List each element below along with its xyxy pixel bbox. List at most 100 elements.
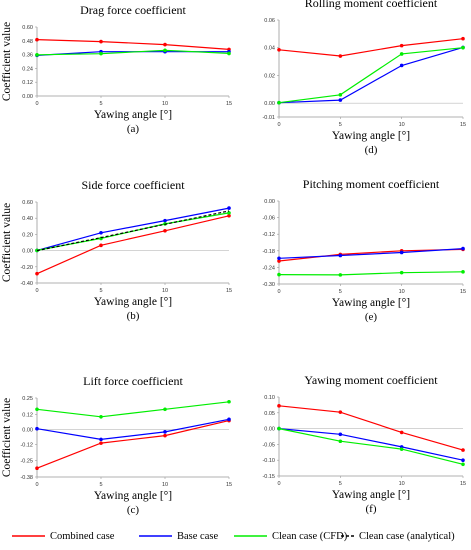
data-point bbox=[163, 218, 167, 223]
legend-label: Clean case (CFD) bbox=[272, 531, 348, 542]
y-tick-label: 0.60 bbox=[22, 200, 33, 206]
data-point bbox=[338, 410, 343, 414]
y-tick-label: -0.24 bbox=[262, 265, 275, 271]
y-tick-label: -0.06 bbox=[262, 216, 275, 222]
x-tick-label: 5 bbox=[99, 482, 102, 488]
data-point bbox=[35, 407, 39, 412]
data-point bbox=[277, 259, 281, 263]
data-point bbox=[461, 462, 465, 467]
data-point bbox=[163, 228, 167, 233]
series-line-combined-case bbox=[36, 39, 230, 50]
x-tick-label: 10 bbox=[399, 289, 405, 295]
y-axis-label: Coefficient value bbox=[1, 398, 13, 477]
y-tick-label: 0.00 bbox=[22, 94, 33, 100]
data-point bbox=[227, 213, 231, 218]
y-tick-label: -0.05 bbox=[262, 442, 275, 448]
data-point bbox=[399, 52, 404, 56]
x-axis-label: Yawing angle [°] bbox=[332, 489, 410, 501]
y-tick-label: -0.18 bbox=[262, 249, 275, 255]
y-tick-label: -0.12 bbox=[20, 442, 33, 448]
y-tick-label: 0.00 bbox=[22, 427, 33, 433]
legend: Combined case Base case Clean case (CFD) Cl… bbox=[12, 531, 455, 542]
data-point bbox=[461, 270, 465, 274]
chart-panel-1: Drag force coefficient 0.00 0.12 0.24 0.36 0.… bbox=[1, 3, 232, 135]
chart-title: Yawing moment coefficient bbox=[304, 373, 438, 387]
y-tick-label: -0.20 bbox=[20, 265, 33, 271]
chart-title: Lift force coefficient bbox=[83, 374, 183, 388]
x-tick-label: 10 bbox=[162, 101, 168, 107]
data-point bbox=[277, 404, 281, 408]
data-point bbox=[461, 36, 465, 41]
series-line-clean-case-cfd bbox=[278, 47, 464, 104]
x-tick-label: 15 bbox=[226, 482, 232, 488]
panel-label: (a) bbox=[127, 123, 140, 135]
x-tick-label: 5 bbox=[339, 481, 342, 487]
y-tick-label: -0.38 bbox=[20, 475, 33, 481]
y-tick-label: 0.00 bbox=[264, 199, 275, 205]
y-tick-label: 0.48 bbox=[22, 39, 33, 45]
x-axis-label: Yawing angle [°] bbox=[94, 490, 172, 502]
y-tick-label: 0.12 bbox=[22, 412, 33, 418]
data-point bbox=[338, 253, 343, 258]
data-point bbox=[338, 93, 343, 97]
data-point bbox=[99, 51, 103, 56]
data-point bbox=[227, 211, 231, 215]
data-point bbox=[277, 100, 281, 105]
legend-label: Clean case (analytical) bbox=[359, 531, 455, 542]
y-tick-label: -0.25 bbox=[20, 459, 33, 465]
x-tick-label: 15 bbox=[226, 288, 232, 294]
series-line-base-case bbox=[278, 46, 464, 104]
data-point bbox=[461, 448, 465, 452]
x-tick-label: 10 bbox=[399, 481, 405, 487]
data-point bbox=[277, 426, 281, 431]
chart-panel-2: Rolling moment coefficient -0.01 0.00 0.02 0… bbox=[262, 0, 466, 156]
data-point bbox=[338, 439, 343, 444]
x-tick-label: 10 bbox=[162, 288, 168, 294]
y-tick-label: 0.60 bbox=[22, 25, 33, 31]
data-point bbox=[338, 54, 343, 58]
data-point bbox=[338, 273, 343, 277]
legend-label: Base case bbox=[177, 531, 218, 542]
data-point bbox=[163, 433, 167, 438]
y-tick-label: 0.00 bbox=[22, 249, 33, 255]
series-line-clean-case-cfd bbox=[36, 49, 230, 56]
data-point bbox=[227, 206, 231, 210]
data-point bbox=[277, 272, 281, 277]
data-point bbox=[99, 243, 103, 248]
y-tick-label: -0.12 bbox=[262, 232, 275, 238]
y-tick-label: 0.06 bbox=[264, 18, 275, 24]
y-axis-label: Coefficient value bbox=[1, 203, 13, 282]
y-tick-label: 0.00 bbox=[264, 101, 275, 107]
x-tick-label: 5 bbox=[339, 122, 342, 128]
x-tick-label: 15 bbox=[460, 289, 466, 295]
y-tick-label: 0.36 bbox=[22, 53, 33, 59]
data-point bbox=[99, 230, 103, 235]
y-tick-label: -0.30 bbox=[262, 282, 275, 288]
x-tick-label: 15 bbox=[460, 481, 466, 487]
x-axis-label: Yawing angle [°] bbox=[332, 297, 410, 309]
series-line-clean-case-cfd bbox=[278, 428, 464, 465]
data-point bbox=[399, 63, 404, 68]
data-point bbox=[277, 47, 281, 52]
data-point bbox=[461, 45, 465, 50]
data-point bbox=[338, 98, 343, 102]
panel-label: (c) bbox=[127, 504, 140, 516]
data-point bbox=[163, 430, 167, 434]
series-line-combined-case bbox=[278, 248, 464, 262]
data-point bbox=[399, 447, 404, 451]
data-point bbox=[277, 256, 281, 261]
y-tick-label: 0.10 bbox=[264, 395, 275, 401]
y-tick-label: 0.05 bbox=[264, 411, 275, 417]
panel-label: (d) bbox=[365, 144, 378, 156]
data-point bbox=[338, 432, 343, 437]
y-tick-label: 0.02 bbox=[264, 73, 275, 79]
series-line-clean-case-analytical bbox=[36, 210, 230, 252]
y-tick-label: 0.25 bbox=[22, 396, 33, 402]
data-point bbox=[163, 48, 167, 53]
legend-label: Combined case bbox=[50, 531, 115, 542]
x-tick-label: 10 bbox=[162, 482, 168, 488]
data-point bbox=[399, 430, 404, 435]
y-tick-label: 0.04 bbox=[264, 46, 275, 52]
x-tick-label: 5 bbox=[99, 288, 102, 294]
